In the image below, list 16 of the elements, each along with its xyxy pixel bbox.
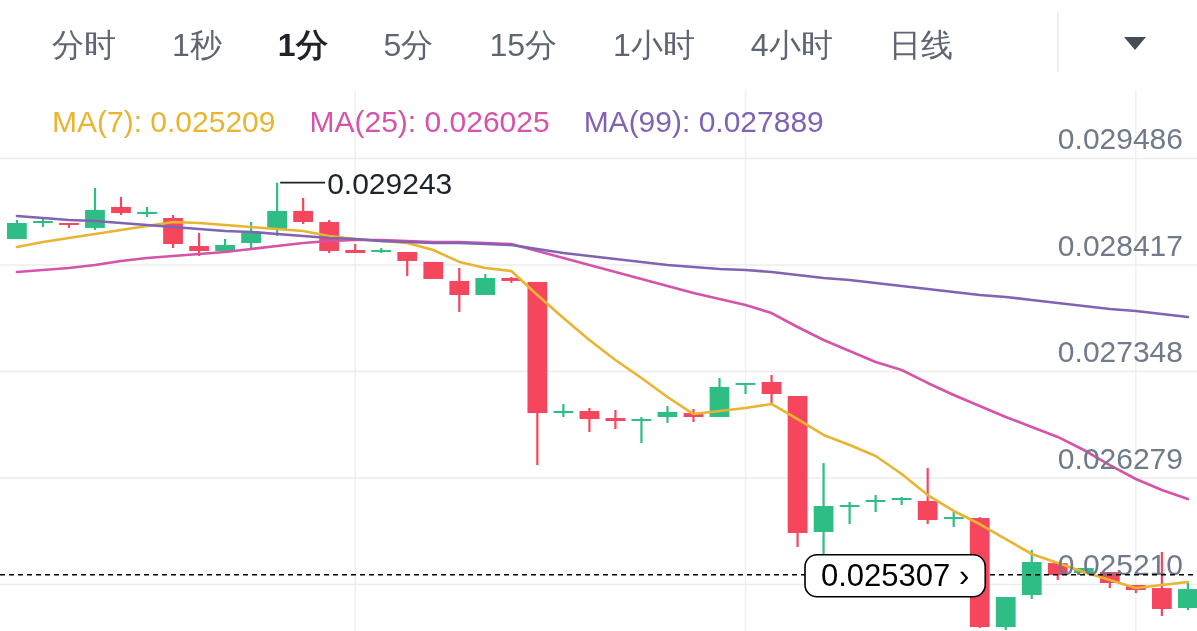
text: MA(7): 0.025209 (52, 105, 276, 138)
annotation: 0.029243 (327, 166, 453, 200)
y-tick-label: 0.028417 (1057, 228, 1183, 262)
text: 1小时 (612, 27, 695, 63)
text: 日线 (888, 27, 953, 63)
text: 15分 (489, 27, 557, 63)
text: MA(99): 0.027889 (583, 105, 824, 138)
text: MA(25): 0.026025 (309, 105, 550, 138)
text: 5分 (383, 27, 434, 63)
y-tick-label: 0.027348 (1057, 335, 1183, 369)
ref-line-label: 0.025307 › (821, 557, 970, 593)
text: 1秒 (172, 27, 222, 63)
text: 1分 (277, 27, 328, 63)
text: 分时 (52, 27, 116, 63)
text: 4小时 (750, 27, 833, 63)
y-tick-label: 0.029486 (1057, 122, 1183, 156)
